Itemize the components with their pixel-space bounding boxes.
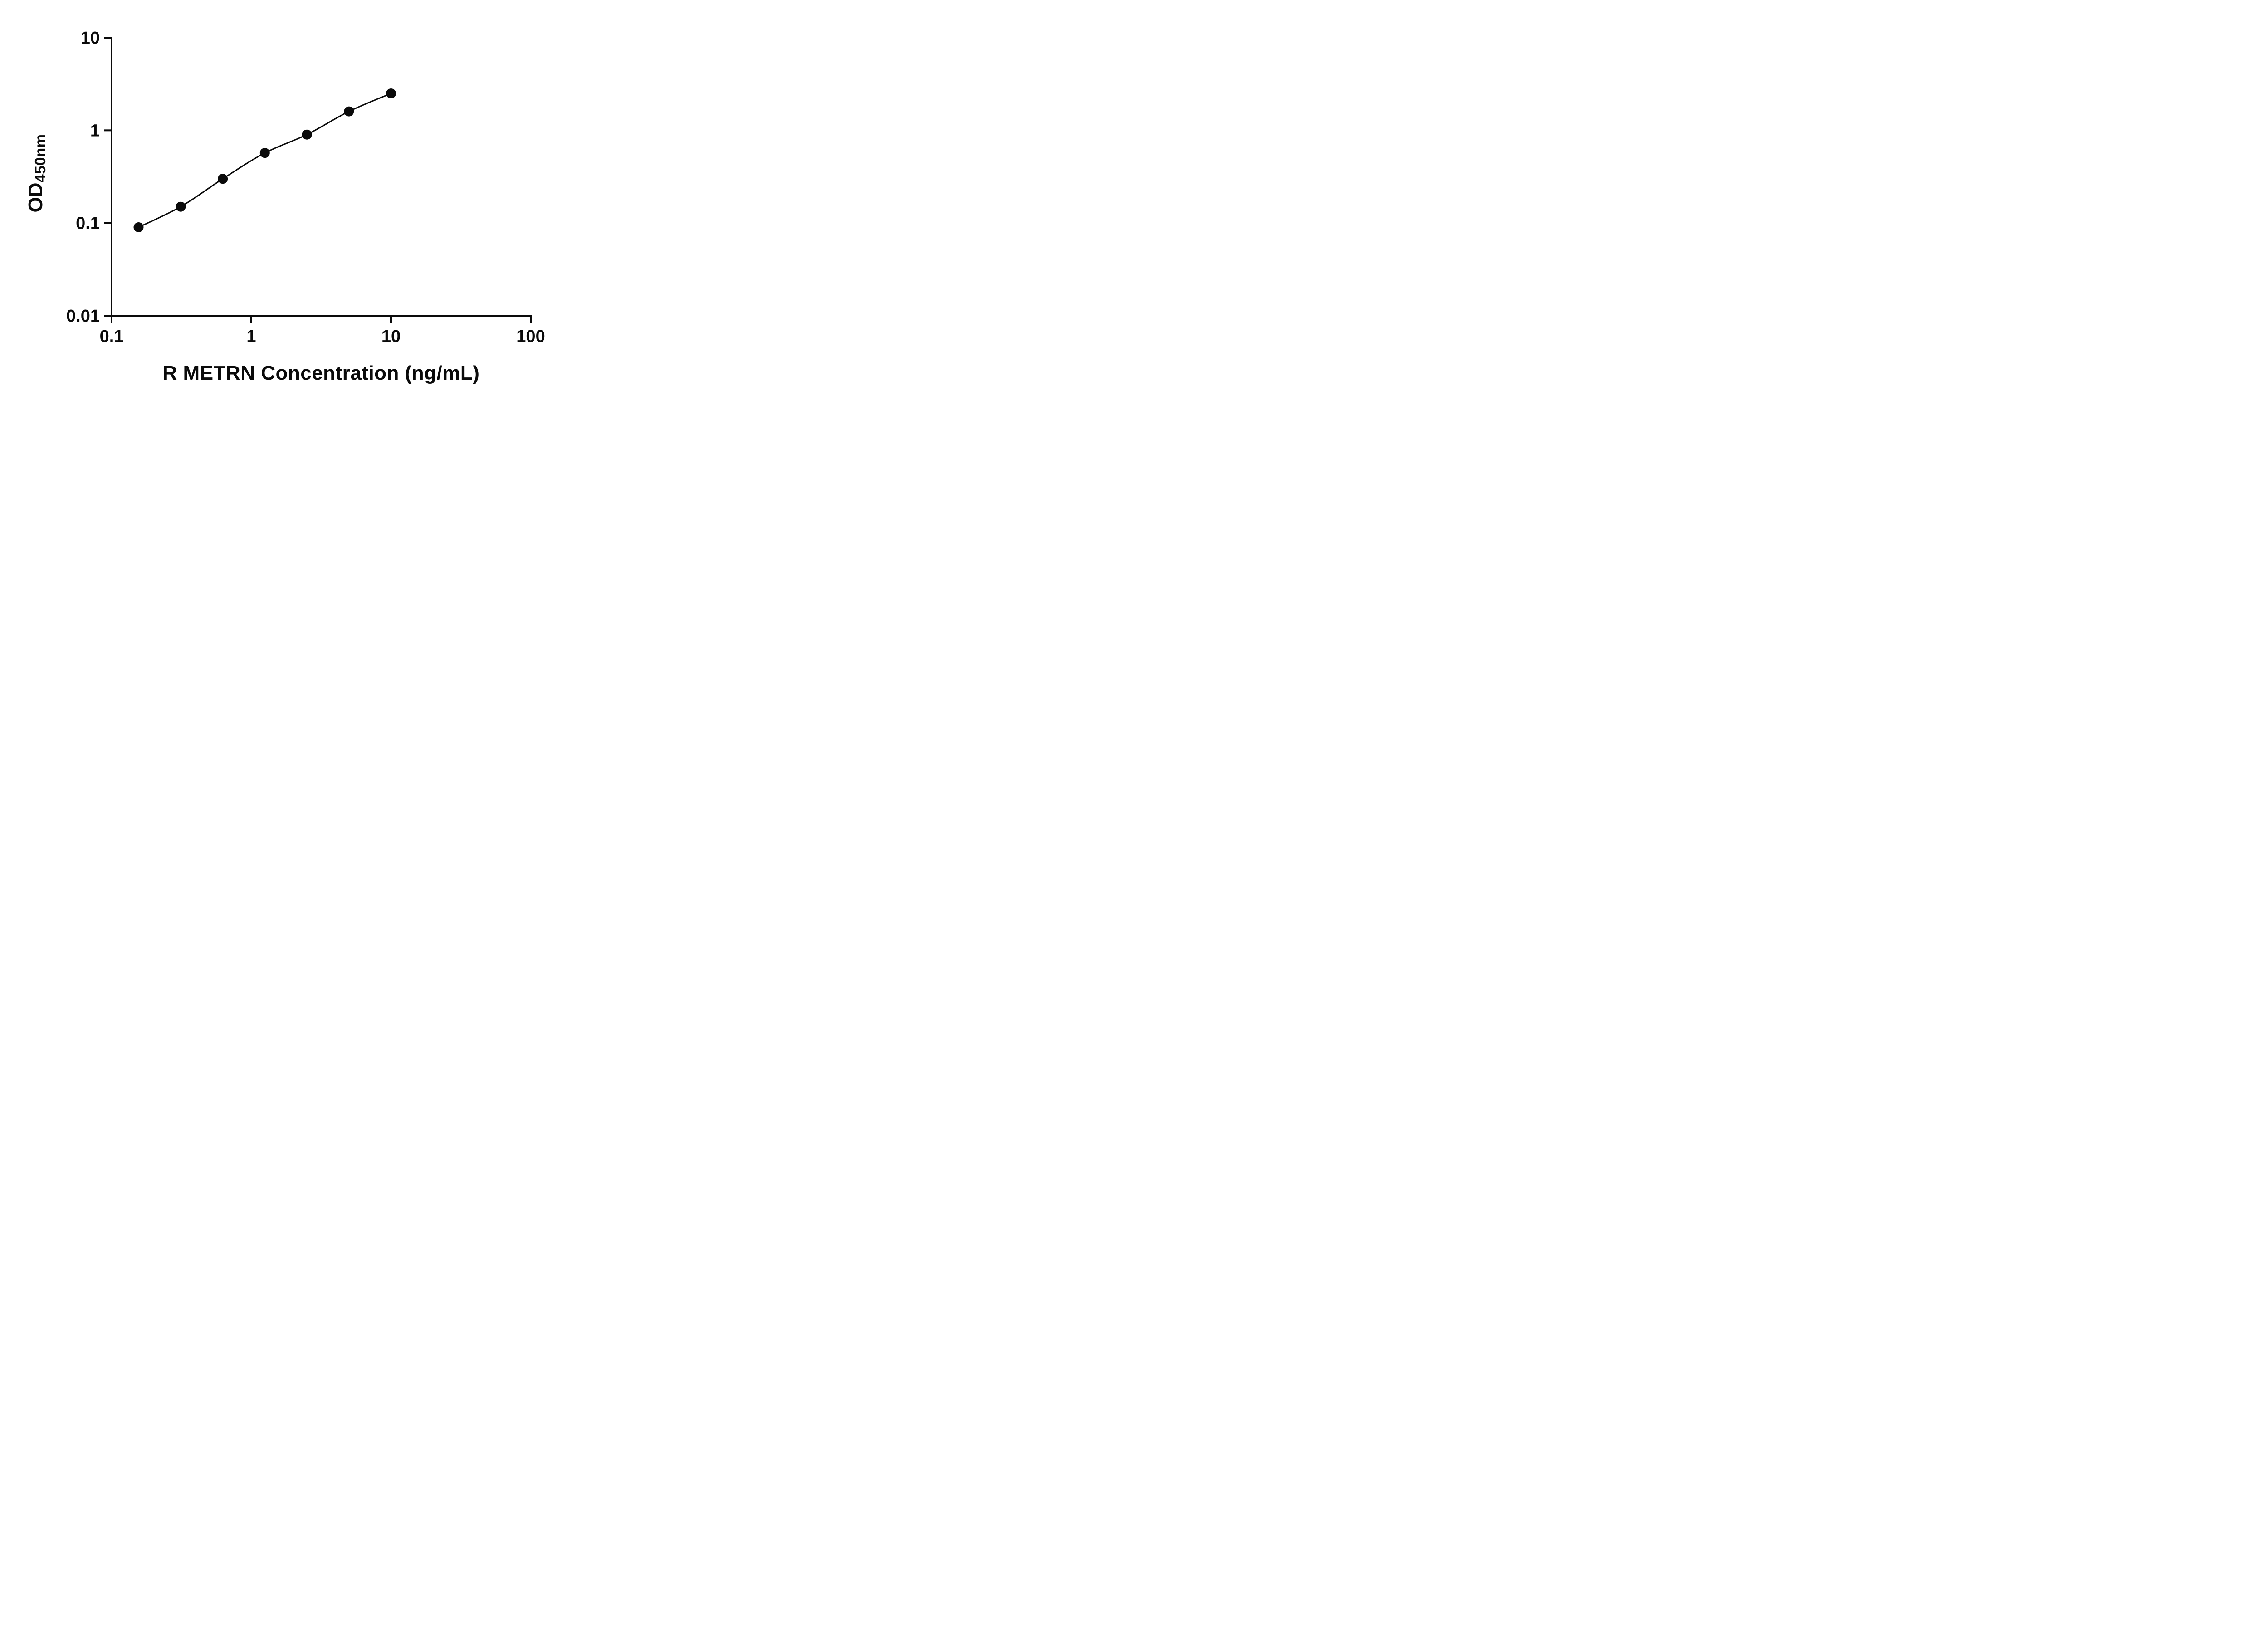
data-point	[176, 201, 186, 212]
data-point	[259, 148, 270, 158]
y-tick-label: 0.1	[76, 214, 100, 233]
x-tick-label: 1	[246, 327, 256, 346]
y-axis-title-main: OD	[24, 182, 47, 213]
elisa-standard-curve-figure: 0.1 1 10 100 0.01 0.1 1 10 R METRN Concentratio…	[0, 0, 583, 408]
x-tick-label: 10	[381, 327, 401, 346]
x-axis-title: R METRN Concentration (ng/mL)	[162, 362, 480, 384]
data-point	[218, 174, 228, 184]
x-tick-label: 100	[516, 327, 545, 346]
y-tick-label: 0.01	[66, 307, 100, 326]
y-axis-title-subscript: 450nm	[32, 134, 49, 183]
x-tick-label: 0.1	[100, 327, 124, 346]
data-point	[386, 88, 396, 98]
y-tick-label: 1	[90, 121, 100, 140]
y-tick-label: 10	[81, 29, 100, 48]
data-point	[344, 106, 354, 117]
data-point	[133, 222, 144, 232]
data-point	[302, 129, 312, 140]
y-axis-title: OD450nm	[24, 134, 49, 213]
